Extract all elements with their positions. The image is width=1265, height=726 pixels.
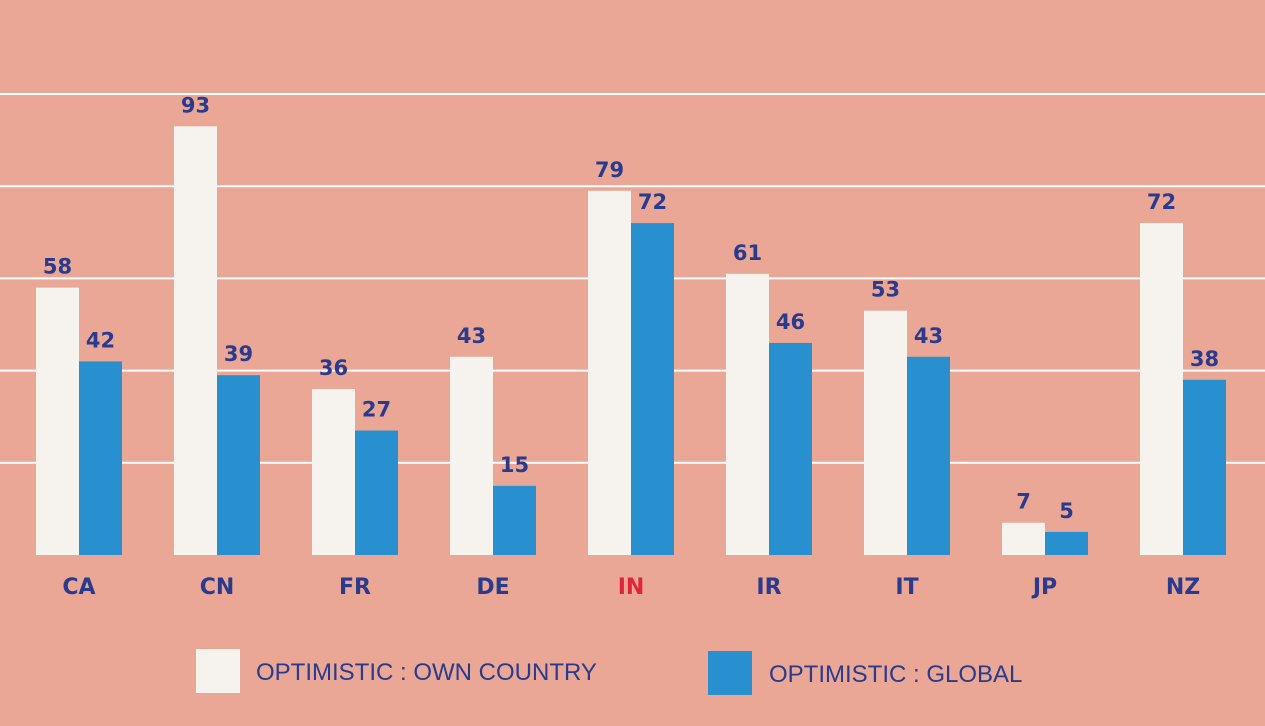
value-label-own-country-ir: 61 bbox=[733, 241, 762, 265]
bar-own-country-de bbox=[450, 356, 493, 555]
bar-own-country-nz bbox=[1140, 223, 1183, 555]
value-label-global-in: 72 bbox=[638, 190, 667, 214]
legend: OPTIMISTIC : OWN COUNTRY OPTIMISTIC : GL… bbox=[196, 649, 1022, 695]
value-label-global-nz: 38 bbox=[1190, 347, 1219, 371]
category-labels: CA CN FR DE IN IR IT JP NZ bbox=[62, 575, 1200, 600]
bar-own-country-it bbox=[864, 310, 907, 555]
bar-own-country-in bbox=[588, 190, 631, 555]
bar-global-ca bbox=[79, 361, 122, 555]
value-label-global-ca: 42 bbox=[86, 328, 115, 352]
category-label-fr: FR bbox=[339, 575, 371, 600]
value-label-own-country-jp: 7 bbox=[1016, 490, 1031, 514]
legend-swatch-own-country bbox=[196, 649, 240, 693]
bar-global-in bbox=[631, 223, 674, 555]
bar-global-de bbox=[493, 485, 536, 555]
category-label-ca: CA bbox=[62, 575, 95, 600]
value-label-own-country-in: 79 bbox=[595, 158, 624, 182]
value-label-own-country-ca: 58 bbox=[43, 255, 72, 279]
legend-label-global: OPTIMISTIC : GLOBAL bbox=[769, 661, 1022, 688]
value-label-global-de: 15 bbox=[500, 453, 529, 477]
bar-global-ir bbox=[769, 342, 812, 555]
bar-own-country-jp bbox=[1002, 522, 1045, 555]
legend-swatch-global bbox=[708, 651, 752, 695]
value-label-global-it: 43 bbox=[914, 324, 943, 348]
category-label-jp: JP bbox=[1031, 575, 1057, 600]
value-label-own-country-nz: 72 bbox=[1147, 190, 1176, 214]
category-label-de: DE bbox=[476, 575, 509, 600]
value-label-own-country-cn: 93 bbox=[181, 93, 210, 117]
bar-global-jp bbox=[1045, 531, 1088, 555]
bar-own-country-ir bbox=[726, 273, 769, 555]
value-label-global-ir: 46 bbox=[776, 310, 805, 334]
category-label-it: IT bbox=[895, 575, 918, 600]
value-label-own-country-fr: 36 bbox=[319, 356, 348, 380]
bar-own-country-cn bbox=[174, 126, 217, 556]
value-label-own-country-it: 53 bbox=[871, 278, 900, 302]
value-labels: 58 42 93 39 36 27 43 15 79 72 61 46 53 43 7 5 72 38 bbox=[43, 93, 1219, 523]
bar-global-cn bbox=[217, 375, 260, 555]
bar-global-it bbox=[907, 356, 950, 555]
bar-own-country-ca bbox=[36, 287, 79, 555]
bars bbox=[36, 126, 1226, 556]
category-label-in: IN bbox=[618, 575, 645, 600]
value-label-global-fr: 27 bbox=[362, 398, 391, 422]
value-label-global-jp: 5 bbox=[1059, 499, 1074, 523]
bar-global-fr bbox=[355, 430, 398, 555]
bar-own-country-fr bbox=[312, 389, 355, 555]
bar-global-nz bbox=[1183, 379, 1226, 555]
category-label-ir: IR bbox=[756, 575, 781, 600]
category-label-nz: NZ bbox=[1166, 575, 1200, 600]
value-label-global-cn: 39 bbox=[224, 342, 253, 366]
value-label-own-country-de: 43 bbox=[457, 324, 486, 348]
legend-label-own-country: OPTIMISTIC : OWN COUNTRY bbox=[256, 659, 597, 686]
category-label-cn: CN bbox=[200, 575, 235, 600]
